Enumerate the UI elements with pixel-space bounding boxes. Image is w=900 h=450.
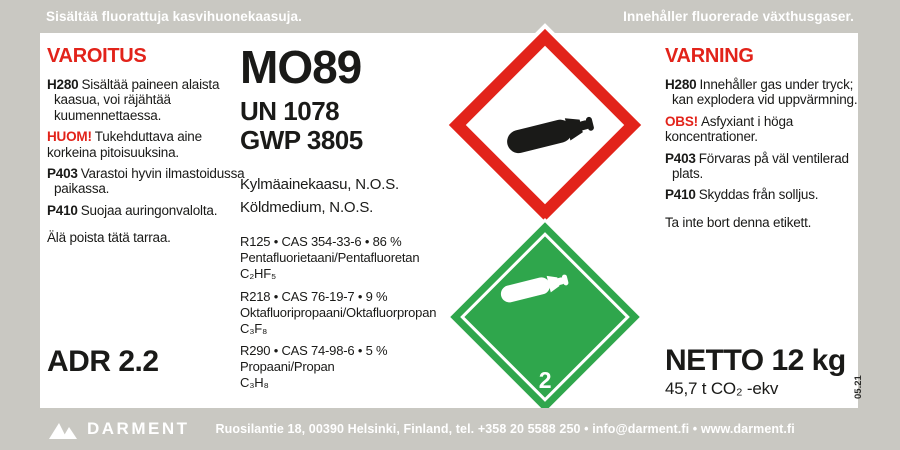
component-formula: C₃F₈ xyxy=(240,320,268,336)
co2-equivalent: 45,7 t CO₂ -ekv xyxy=(665,379,779,398)
obs-code: OBS! xyxy=(665,113,698,129)
component-header: R125 • CAS 354-33-6 • 86 % xyxy=(240,234,402,250)
topbar-note-sv: Innehåller fluorerade växthusgaser. xyxy=(623,9,854,24)
gas-cylinder-icon xyxy=(500,274,569,303)
p403-code: P403 xyxy=(47,165,78,181)
h280-statement-fi: H280 Sisältää paineen alaista kaasua, voi… xyxy=(47,77,220,123)
keep-label-note-sv: Ta inte bort denna etikett. xyxy=(665,214,812,230)
huom-code: HUOM! xyxy=(47,129,92,145)
p410-code: P410 xyxy=(47,202,78,218)
hazard-class-number: 2 xyxy=(538,367,552,393)
component-formula: C₃H₈ xyxy=(240,375,269,391)
mountain-icon xyxy=(49,423,77,439)
p410-code: P410 xyxy=(665,187,696,203)
warning-title-sv: VARNING xyxy=(665,45,754,67)
keep-label-note-fi: Älä poista tätä tarraa. xyxy=(47,230,171,245)
label-panel: VAROITUS H280 Sisältää paineen alaista ka… xyxy=(40,33,858,408)
ghs04-pictogram xyxy=(448,28,642,222)
p410-statement-fi: P410 Suojaa auringonvalolta. xyxy=(47,202,218,218)
product-description-fi: Kylmäainekaasu, N.O.S. xyxy=(240,176,400,194)
component-r290: R290 • CAS 74-98-6 • 5 % Propaani/Propan… xyxy=(240,343,452,391)
warnings-column-fi: VAROITUS H280 Sisältää paineen alaista ka… xyxy=(47,46,249,259)
component-r218: R218 • CAS 76-19-7 • 9 % Oktafluoripropa… xyxy=(240,289,452,337)
component-name: Propaani/Propan xyxy=(240,359,335,375)
h280-code: H280 xyxy=(665,77,697,92)
adr-class-2-pictogram: 2 xyxy=(450,222,640,412)
component-header: R218 • CAS 76-19-7 • 9 % xyxy=(240,288,388,304)
component-r125: R125 • CAS 354-33-6 • 86 % Pentafluoriet… xyxy=(240,234,452,282)
topbar-note-fi: Sisältää fluorattuja kasvihuonekaasuja. xyxy=(46,9,302,24)
h280-code: H280 xyxy=(47,77,79,92)
warnings-column-sv: VARNING H280 Innehåller gas under tryck; … xyxy=(665,46,867,244)
warning-title-fi: VAROITUS xyxy=(47,45,147,67)
p403-code: P403 xyxy=(665,150,696,166)
gas-cylinder-icon xyxy=(507,116,594,154)
component-formula: C₂HF₅ xyxy=(240,265,277,281)
product-column: MO89 UN 1078 GWP 3805 Kylmäainekaasu, N.… xyxy=(240,44,452,391)
h280-statement-sv: H280 Innehåller gas under tryck; kan expl… xyxy=(665,77,858,108)
component-header: R290 • CAS 74-98-6 • 5 % xyxy=(240,343,388,359)
footer-address: Ruosilantie 18, 00390 Helsinki, Finland,… xyxy=(215,422,795,436)
version-code: 05.21 xyxy=(853,375,864,399)
p403-statement-sv: P403 Förvaras på väl ventilerad plats. xyxy=(665,150,849,181)
gwp-value: GWP 3805 xyxy=(240,125,363,156)
un-number: UN 1078 xyxy=(240,96,340,126)
product-name: MO89 xyxy=(240,41,362,93)
brand-name: DARMENT xyxy=(87,419,190,438)
brand-logo: DARMENT xyxy=(48,419,190,439)
net-weight: NETTO 12 kg xyxy=(665,344,846,377)
product-description-sv: Köldmedium, N.O.S. xyxy=(240,198,374,216)
adr-classification: ADR 2.2 xyxy=(47,345,159,378)
component-name: Oktafluoripropaani/Oktafluorpropan xyxy=(240,304,437,320)
obs-statement-sv: OBS! Asfyxiant i höga koncentrationer. xyxy=(665,113,794,145)
p410-statement-sv: P410 Skyddas från solljus. xyxy=(665,187,819,203)
p403-statement-fi: P403 Varastoi hyvin ilmastoidussa paikass… xyxy=(47,165,245,197)
net-weight-block: NETTO 12 kg 45,7 t CO₂ -ekv xyxy=(665,346,846,399)
huom-statement-fi: HUOM! Tukehduttava aine korkeina pitoisuu… xyxy=(47,129,202,160)
footer-bar: DARMENT Ruosilantie 18, 00390 Helsinki, … xyxy=(0,408,900,450)
component-name: Pentafluorietaani/Pentafluoretan xyxy=(240,250,420,266)
